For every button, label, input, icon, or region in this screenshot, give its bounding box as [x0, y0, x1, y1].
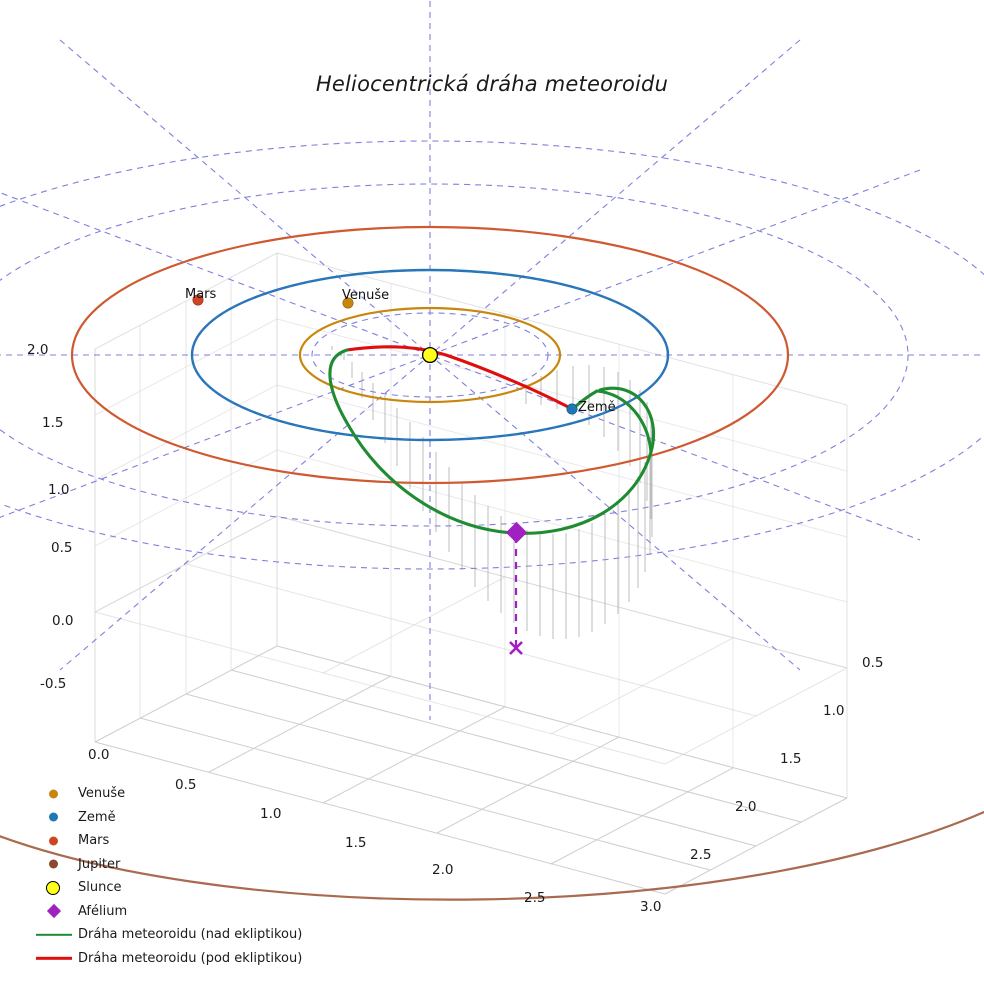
legend-circle-icon — [30, 853, 78, 877]
orbit-mars — [70, 225, 790, 485]
legend-item-label: Mars — [78, 833, 110, 849]
z-tick-1-0: 1.0 — [48, 482, 70, 498]
orbit-jupiter — [0, 810, 984, 901]
legend-item[interactable]: Jupiter — [30, 853, 320, 877]
page-title: Heliocentrická dráha meteoroidu — [315, 72, 669, 96]
legend-item-label: Afélium — [78, 903, 128, 919]
x-tick-2-0: 2.0 — [432, 862, 454, 878]
legend-circle-icon — [30, 782, 78, 806]
aphelion-marker — [505, 521, 528, 544]
z-tick-1-5: 1.5 — [42, 415, 64, 431]
orbit-venus — [298, 306, 562, 404]
legend-swatch — [49, 859, 58, 869]
meteoroid-orbit-above-ecliptic — [328, 348, 656, 535]
z-tick-0-5: 0.5 — [51, 540, 73, 556]
label-zeme: Země — [578, 400, 616, 415]
z-tick-minus-0-5: -0.5 — [40, 676, 67, 692]
legend-bigdot-icon — [30, 876, 78, 900]
y-tick-0-5: 0.5 — [862, 655, 884, 671]
y-tick-2-5: 2.5 — [690, 847, 712, 863]
legend-item-label: Slunce — [78, 880, 122, 896]
legend: Venuše Země Mars Jupiter Slunce Afélium Dráha … — [30, 782, 320, 970]
legend-swatch — [36, 933, 72, 936]
legend-circle-icon — [30, 806, 78, 830]
aphelion-ground-marker — [509, 641, 523, 655]
legend-swatch — [46, 880, 60, 895]
legend-diamond-icon — [30, 900, 78, 924]
x-tick-1-0: 1.0 — [260, 806, 282, 822]
label-mars: Mars — [185, 287, 217, 302]
legend-item[interactable]: Země — [30, 806, 320, 830]
marker-sun — [421, 346, 439, 364]
x-tick-3-0: 3.0 — [640, 899, 662, 915]
axes-pane-grid — [94, 252, 848, 895]
ecliptic-graticule — [0, 0, 984, 720]
legend-item[interactable]: Afélium — [30, 900, 320, 924]
legend-item-label: Venuše — [78, 786, 126, 802]
x-tick-1-5: 1.5 — [345, 835, 367, 851]
x-tick-0-5: 0.5 — [175, 777, 197, 793]
legend-item-label: Dráha meteoroidu (pod ekliptikou) — [78, 950, 303, 966]
marker-mars — [192, 294, 204, 306]
legend-swatch — [46, 904, 62, 919]
marker-venus — [342, 297, 354, 309]
legend-line-icon — [30, 923, 78, 947]
legend-item[interactable]: Slunce — [30, 876, 320, 900]
z-tick-0-0: 0.0 — [52, 613, 74, 629]
orbit-stem-lines — [331, 346, 653, 639]
marker-earth — [566, 403, 578, 415]
legend-circle-icon — [30, 829, 78, 853]
z-tick-2-0: 2.0 — [27, 342, 49, 358]
legend-line-icon — [30, 947, 78, 971]
y-tick-1-0: 1.0 — [823, 703, 845, 719]
legend-item[interactable]: Dráha meteoroidu (pod ekliptikou) — [30, 947, 320, 971]
legend-swatch — [49, 836, 58, 846]
y-tick-2-0: 2.0 — [735, 799, 757, 815]
meteoroid-orbit-below-ecliptic — [345, 345, 574, 411]
legend-item-label: Dráha meteoroidu (nad ekliptikou) — [78, 927, 303, 943]
x-tick-0-0: 0.0 — [88, 747, 110, 763]
legend-item[interactable]: Mars — [30, 829, 320, 853]
legend-swatch — [49, 812, 58, 822]
legend-item-label: Země — [78, 809, 116, 825]
legend-item[interactable]: Dráha meteoroidu (nad ekliptikou) — [30, 923, 320, 947]
meteoroid-orbit-above-ecliptic-tail — [574, 389, 653, 454]
y-tick-1-5: 1.5 — [780, 751, 802, 767]
legend-swatch — [49, 789, 58, 799]
orbit-earth-dashed-overlay — [191, 269, 669, 441]
legend-item[interactable]: Venuše — [30, 782, 320, 806]
label-venuse: Venuše — [342, 288, 390, 303]
legend-item-label: Jupiter — [78, 856, 121, 872]
legend-swatch — [36, 957, 72, 960]
x-tick-2-5: 2.5 — [524, 890, 546, 906]
